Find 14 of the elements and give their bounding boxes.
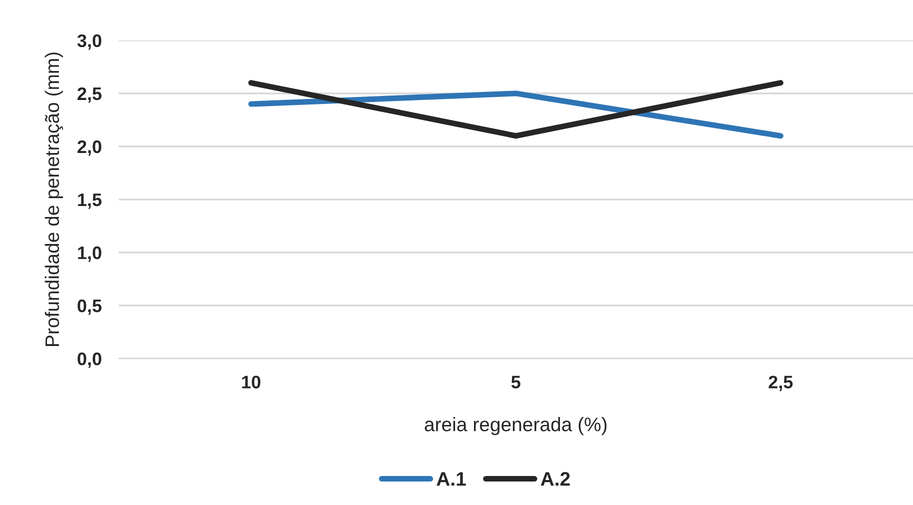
y-tick-label: 2,5 <box>78 87 102 103</box>
x-tick-label: 5 <box>511 376 520 388</box>
legend-label: A.1 <box>436 472 466 486</box>
x-axis-title: areia regenerada (%) <box>424 417 607 436</box>
y-tick-label: 3,0 <box>77 34 102 50</box>
y-tick-label: 1,0 <box>78 246 102 262</box>
x-tick-label: 2,5 <box>768 376 793 392</box>
y-tick-label: 1,5 <box>78 194 102 209</box>
y-tick-label: 2,0 <box>78 140 102 156</box>
legend-label: A.2 <box>540 472 570 486</box>
y-axis-title: Profundidade de penetração (mm) <box>44 52 64 346</box>
y-tick-label: 0,0 <box>78 352 102 368</box>
x-tick-label: 10 <box>242 376 260 388</box>
y-tick-label: 0,5 <box>78 299 102 315</box>
